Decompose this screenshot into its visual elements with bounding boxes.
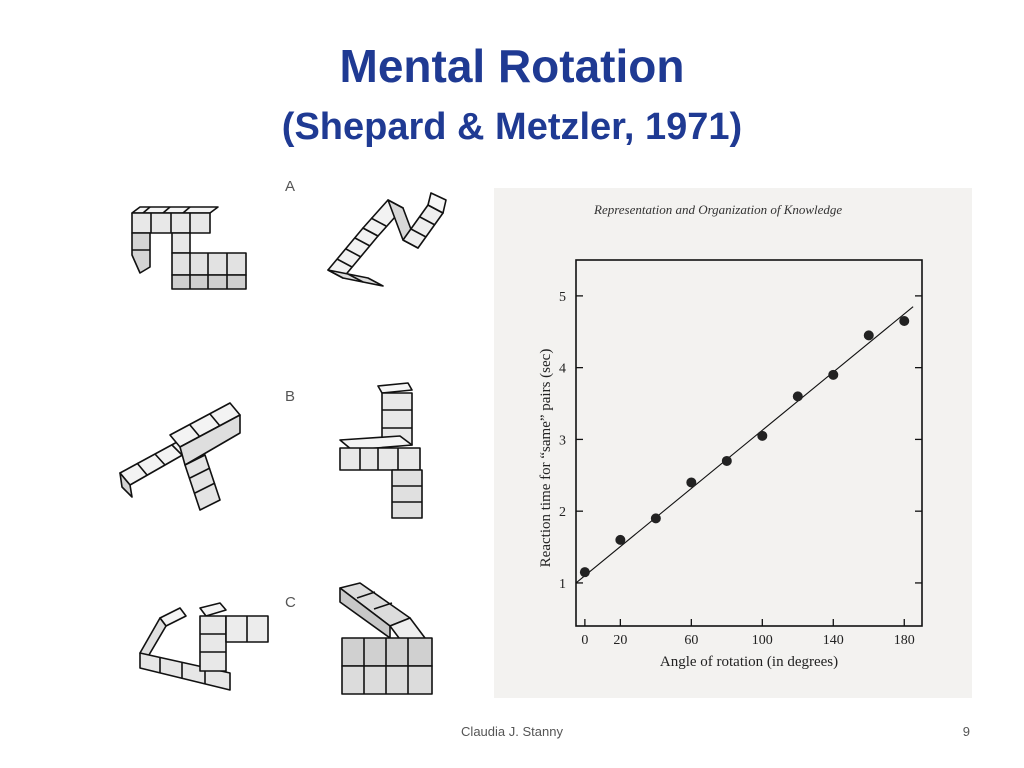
page-number: 9 (962, 724, 970, 739)
stimulus-c-left (139, 602, 269, 691)
stimulus-c-right (339, 582, 433, 695)
data-point (863, 330, 874, 341)
x-tick-label: 100 (752, 633, 773, 648)
plot-frame (575, 259, 923, 627)
panel-label-b: B (285, 388, 296, 405)
stimulus-a-left (131, 206, 247, 290)
data-points (579, 316, 910, 578)
axis-ticks (576, 295, 922, 626)
data-point (757, 430, 768, 441)
panel-label-a: A (285, 178, 296, 195)
data-point (828, 369, 839, 380)
y-tick-label: 1 (559, 577, 566, 592)
x-tick-label: 20 (613, 633, 627, 648)
slide-title: Mental Rotation (339, 40, 685, 92)
fit-line (575, 306, 914, 584)
x-tick-label: 0 (581, 633, 588, 648)
y-tick-label: 3 (559, 433, 566, 448)
y-axis-label: Reaction time for “same” pairs (sec) (538, 349, 554, 568)
y-tick-label: 2 (559, 505, 566, 520)
chart-svg: Representation and Organization of Knowl… (538, 202, 923, 670)
data-point (899, 316, 910, 326)
data-point (792, 391, 803, 402)
panel-label-c: C (285, 594, 296, 611)
x-axis-label: Angle of rotation (in degrees) (660, 654, 838, 670)
stimulus-b-left (119, 402, 241, 511)
x-tick-label: 180 (894, 633, 915, 648)
y-tick-label: 4 (559, 362, 566, 377)
data-point (721, 455, 732, 466)
reaction-time-chart: Representation and Organization of Knowl… (494, 188, 972, 698)
chart-header: Representation and Organization of Knowl… (593, 202, 842, 217)
x-tick-label: 60 (684, 633, 698, 648)
stimulus-a-right (327, 192, 447, 287)
footer-author: Claudia J. Stanny (461, 724, 563, 739)
data-point (686, 477, 697, 488)
data-point (579, 567, 590, 578)
x-tick-label: 140 (823, 633, 844, 648)
slide-subtitle: (Shepard & Metzler, 1971) (281, 106, 743, 148)
data-point (650, 513, 661, 524)
stimulus-b-right (339, 382, 423, 519)
data-point (615, 534, 626, 545)
y-tick-label: 5 (559, 290, 566, 305)
tick-labels: 0 20 60 100 140 180 1 2 3 4 5 (559, 290, 915, 648)
